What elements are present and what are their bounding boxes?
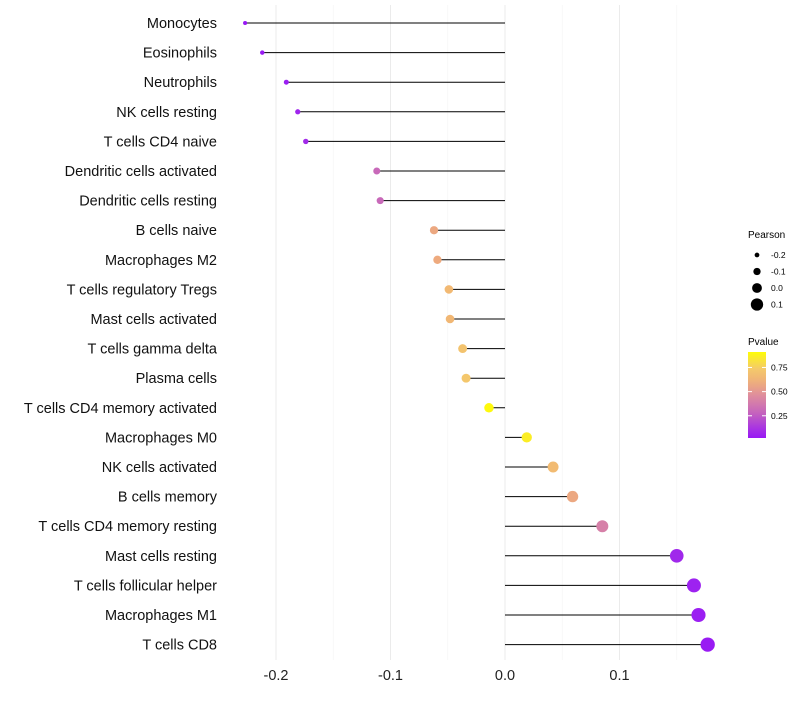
y-tick-label: T cells regulatory Tregs [67, 282, 217, 298]
lollipop-point [547, 461, 559, 473]
lollipop-point [260, 50, 265, 55]
size-legend-label: -0.1 [771, 267, 786, 277]
y-tick-label: Mast cells resting [105, 549, 217, 565]
y-tick-label: T cells CD4 memory activated [24, 401, 217, 417]
lollipop-point [700, 637, 715, 652]
y-tick-label: T cells follicular helper [74, 578, 217, 594]
lollipop-point [429, 226, 439, 235]
y-tick-label: T cells CD4 naive [104, 134, 217, 150]
lollipop-point [373, 167, 381, 175]
lollipop-point [484, 403, 494, 413]
size-legend-key [750, 298, 764, 311]
colorbar-label: 0.25 [771, 411, 788, 421]
lollipop-point [295, 109, 301, 115]
lollipop-point [444, 285, 454, 294]
y-tick-label: NK cells activated [102, 460, 217, 476]
size-legend-label: 0.0 [771, 283, 783, 293]
lollipop-point [669, 548, 684, 563]
size-legend-label: -0.2 [771, 250, 786, 260]
size-legend-title: Pearson [748, 230, 785, 241]
lollipop-point [691, 607, 706, 623]
y-tick-label: Dendritic cells resting [79, 194, 217, 210]
y-tick-label: T cells CD4 memory resting [38, 519, 217, 535]
y-tick-label: Neutrophils [144, 75, 217, 91]
y-tick-label: Macrophages M0 [105, 430, 217, 446]
y-tick-label: Macrophages M2 [105, 253, 217, 269]
x-tick-label: -0.1 [378, 668, 403, 684]
lollipop-point [433, 255, 442, 264]
lollipop-point [283, 79, 289, 85]
size-legend-label: 0.1 [771, 300, 783, 310]
lollipop-point [461, 373, 471, 383]
color-legend-title: Pvalue [748, 337, 779, 348]
y-tick-label: Plasma cells [136, 371, 217, 387]
x-tick-label: 0.0 [495, 668, 515, 684]
size-legend-key [754, 252, 760, 258]
lollipop-point [458, 344, 468, 354]
y-tick-label: NK cells resting [116, 105, 217, 121]
y-tick-label: Dendritic cells activated [65, 164, 217, 180]
lollipop-point [445, 314, 455, 324]
y-tick-label: T cells gamma delta [88, 342, 218, 358]
lollipop-point [521, 432, 532, 443]
x-tick-label: -0.2 [264, 668, 289, 684]
lollipop-point [243, 20, 248, 26]
colorbar-label: 0.75 [771, 362, 788, 372]
lollipop-point [303, 138, 309, 145]
colorbar [748, 352, 766, 438]
y-tick-label: Macrophages M1 [105, 608, 217, 624]
lollipop-point [566, 490, 579, 503]
y-tick-label: T cells CD8 [142, 638, 217, 654]
lollipop-point [596, 520, 609, 533]
y-tick-label: Monocytes [147, 16, 217, 32]
y-tick-label: B cells naive [136, 223, 217, 239]
y-tick-label: Eosinophils [143, 46, 217, 62]
x-tick-label: 0.1 [609, 668, 629, 684]
colorbar-label: 0.50 [771, 387, 788, 397]
lollipop-point [686, 578, 701, 593]
size-legend-key [753, 267, 761, 276]
y-tick-label: B cells memory [118, 490, 218, 506]
y-tick-label: Mast cells activated [90, 312, 217, 328]
size-legend-key [752, 283, 762, 293]
lollipop-point [376, 197, 384, 205]
